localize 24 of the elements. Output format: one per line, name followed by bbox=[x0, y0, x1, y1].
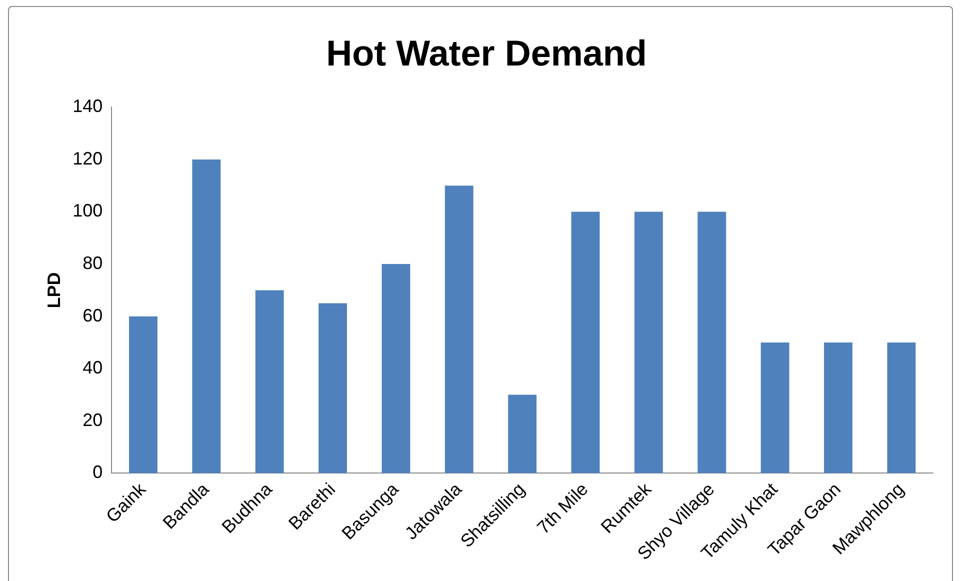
y-tick-label: 100 bbox=[72, 200, 103, 221]
y-tick-label: 140 bbox=[72, 96, 103, 116]
bar bbox=[255, 290, 284, 474]
bar bbox=[318, 303, 347, 474]
bar bbox=[571, 212, 600, 474]
y-tick-label: 80 bbox=[82, 253, 103, 274]
x-tick-label: 7th Mile bbox=[533, 479, 592, 538]
bar bbox=[698, 212, 726, 474]
bar bbox=[444, 186, 474, 474]
bar bbox=[382, 264, 410, 474]
bar bbox=[760, 342, 790, 474]
bar bbox=[887, 342, 916, 474]
bar bbox=[192, 159, 221, 474]
y-tick-label: 0 bbox=[92, 462, 103, 482]
y-tick-label: 120 bbox=[72, 148, 103, 168]
y-tick-label: 60 bbox=[82, 305, 103, 326]
bar bbox=[129, 316, 158, 474]
y-tick-label: 40 bbox=[82, 358, 103, 378]
y-axis-title: LPD bbox=[44, 272, 64, 308]
bar bbox=[634, 212, 663, 474]
chart-title: Hot Water Demand bbox=[326, 32, 647, 74]
bar bbox=[508, 394, 537, 474]
bar bbox=[824, 342, 852, 474]
y-tick-label: 20 bbox=[82, 410, 103, 430]
